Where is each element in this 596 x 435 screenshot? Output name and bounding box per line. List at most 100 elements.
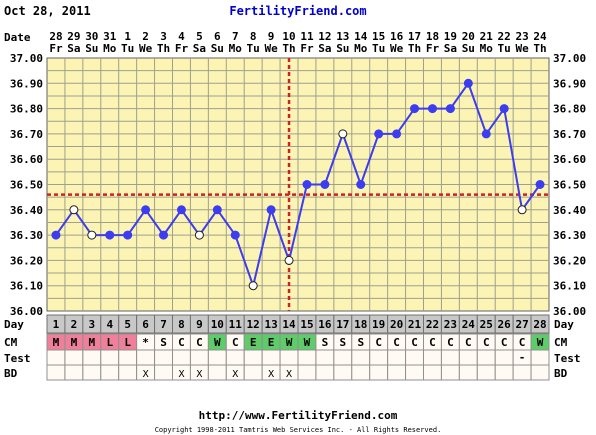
y-tick-label-left: 36.10 [10, 280, 43, 293]
date-number-label: 12 [318, 30, 331, 43]
test-cell [189, 349, 209, 366]
temperature-point [499, 104, 509, 114]
date-number-label: 11 [300, 30, 314, 43]
cm-value: W [214, 336, 221, 349]
bd-cell [207, 364, 227, 381]
date-number-label: 20 [462, 30, 475, 43]
day-number-label: 15 [300, 318, 313, 331]
bd-value: X [268, 369, 274, 380]
day-number-label: 25 [480, 318, 493, 331]
weekday-label: Mo [229, 42, 243, 55]
day-cell [530, 314, 550, 334]
day-number-label: 22 [426, 318, 439, 331]
y-tick-label-right: 36.30 [553, 229, 586, 242]
bd-cell [333, 364, 353, 381]
temperature-point [105, 230, 115, 240]
day-number-label: 16 [318, 318, 332, 331]
temperature-point [284, 255, 294, 265]
y-tick-label-right: 36.00 [553, 305, 586, 318]
cm-value: S [357, 336, 364, 349]
weekday-label: Tu [247, 42, 260, 55]
date-number-label: 21 [480, 30, 494, 43]
weekday-label: Th [157, 42, 170, 55]
cm-value: L [106, 336, 113, 349]
date-row-label: Date [4, 31, 31, 44]
date-number-label: 17 [408, 30, 421, 43]
weekday-label: We [139, 42, 153, 55]
day-number-label: 21 [408, 318, 422, 331]
bd-cell [405, 364, 425, 381]
y-tick-label-left: 36.00 [10, 305, 43, 318]
temperature-point [87, 230, 97, 240]
bd-cell [351, 364, 371, 381]
temperature-point [51, 230, 61, 240]
cm-value: W [304, 336, 311, 349]
day-number-label: 17 [336, 318, 349, 331]
cm-value: C [519, 336, 526, 349]
cm-value: W [286, 336, 293, 349]
day-number-label: 27 [515, 318, 528, 331]
y-tick-label-right: 36.40 [553, 204, 586, 217]
temperature-point [374, 129, 384, 139]
day-number-label: 1 [53, 318, 60, 331]
test-cell [64, 349, 84, 366]
date-number-label: 6 [214, 30, 221, 43]
cm-value: C [429, 336, 436, 349]
bd-cell [369, 364, 389, 381]
temperature-point [481, 129, 491, 139]
cm-value: C [465, 336, 472, 349]
test-cell [369, 349, 389, 366]
weekday-label: We [515, 42, 529, 55]
bd-value: X [286, 369, 292, 380]
y-tick-label-right: 36.10 [553, 280, 586, 293]
day-row-label: Day [4, 318, 24, 331]
temperature-point [320, 180, 330, 189]
temperature-point [356, 180, 366, 189]
date-number-label: 31 [103, 30, 117, 43]
bd-cell [387, 364, 407, 381]
date-number-label: 7 [232, 30, 239, 43]
bd-cell [243, 364, 263, 381]
weekday-label: Fr [300, 42, 314, 55]
cm-value: * [142, 336, 149, 349]
cm-value: C [232, 336, 239, 349]
date-number-label: 14 [354, 30, 368, 43]
date-number-label: 2 [142, 30, 149, 43]
bd-value: X [232, 369, 238, 380]
y-tick-label-right: 36.70 [553, 128, 586, 141]
date-number-label: 19 [444, 30, 457, 43]
cm-value: E [268, 336, 275, 349]
date-number-label: 24 [533, 30, 547, 43]
date-number-label: 8 [250, 30, 257, 43]
date-number-label: 28 [49, 30, 62, 43]
temperature-point [445, 104, 455, 114]
y-tick-label-left: 37.00 [10, 52, 43, 65]
header-site-link[interactable]: FertilityFriend.com [229, 4, 366, 18]
temperature-point [427, 104, 437, 114]
test-cell [46, 349, 66, 366]
cm-value: L [124, 336, 131, 349]
cm-value: C [501, 336, 508, 349]
y-tick-label-left: 36.60 [10, 153, 43, 166]
date-number-label: 30 [85, 30, 98, 43]
cm-value: S [340, 336, 347, 349]
date-number-label: 16 [390, 30, 404, 43]
date-number-label: 13 [336, 30, 349, 43]
bd-cell [100, 364, 120, 381]
bd-value: X [143, 369, 149, 380]
day-number-label: 19 [372, 318, 385, 331]
temperature-point [517, 205, 527, 215]
temperature-point [463, 78, 473, 88]
bd-cell [315, 364, 335, 381]
temperature-point [69, 205, 79, 215]
day-number-label: 9 [196, 318, 203, 331]
weekday-label: Sa [444, 42, 457, 55]
day-number-label: 13 [264, 318, 277, 331]
cm-value: M [71, 336, 78, 349]
day-number-label: 2 [71, 318, 78, 331]
date-number-label: 18 [426, 30, 439, 43]
footer-url-link[interactable]: http://www.FertilityFriend.com [199, 409, 398, 422]
bd-cell [154, 364, 173, 381]
temperature-point [141, 205, 151, 215]
test-cell [494, 349, 514, 366]
